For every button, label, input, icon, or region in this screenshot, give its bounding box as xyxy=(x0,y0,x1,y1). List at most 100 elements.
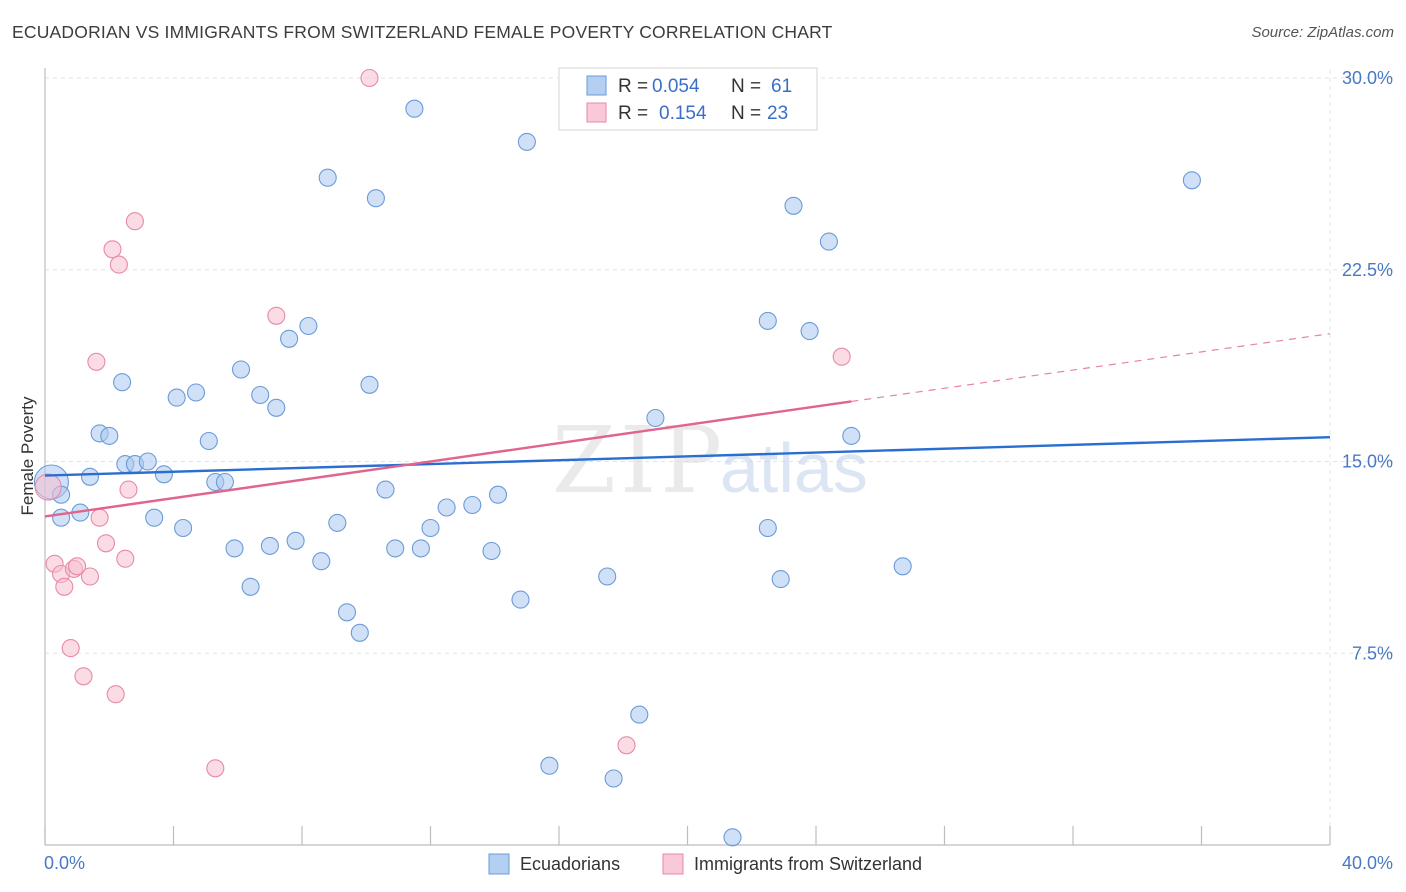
legend-n-label-1: N = xyxy=(731,103,761,124)
y-tick-label-0: 7.5% xyxy=(1352,643,1393,663)
ecuadorians-point xyxy=(819,232,838,251)
legend-r-label-0: R = xyxy=(618,76,648,97)
series-legend: Ecuadorians Immigrants from Switzerland xyxy=(488,853,922,875)
bottom-legend-swatch-ecuadorians xyxy=(488,853,510,875)
ecuadorians-point xyxy=(312,552,331,571)
source-label: Source: ZipAtlas.com xyxy=(1251,24,1394,41)
switzerland-point xyxy=(109,255,128,274)
ecuadorians-point xyxy=(280,329,299,348)
legend-n-label-0: N = xyxy=(731,76,761,97)
ecuadorians-point xyxy=(225,539,244,558)
ecuadorians-point xyxy=(463,495,482,515)
ecuadorians-point xyxy=(646,408,665,428)
ecuadorians-point xyxy=(318,168,337,187)
switzerland-point xyxy=(90,508,109,527)
ecuadorians-point xyxy=(260,536,279,555)
ecuadorians-point xyxy=(100,426,119,445)
switzerland-point xyxy=(206,759,225,778)
ecuadorians-point xyxy=(215,472,234,492)
bottom-legend-swatch-switzerland xyxy=(662,853,684,875)
ecuadorians-point xyxy=(411,539,430,558)
switzerland-point xyxy=(116,549,135,568)
y-tick-labels: 7.5% 15.0% 22.5% 30.0% xyxy=(1342,68,1393,663)
stats-legend: R = 0.054 N = 61 R = 0.154 N = 23 xyxy=(558,67,818,131)
legend-r-label-1: R = xyxy=(618,103,648,124)
ecuadorians-point xyxy=(52,508,71,527)
ecuadorians-point xyxy=(842,426,861,445)
ecuadorians-point xyxy=(376,480,395,499)
switzerland-point xyxy=(87,352,106,371)
switzerland-point xyxy=(80,567,100,586)
ecuadorians-point xyxy=(758,311,777,330)
watermark-atlas: atlas xyxy=(720,429,868,507)
switzerland-point xyxy=(267,306,286,325)
ecuadorians-point xyxy=(437,498,456,517)
switzerland-point xyxy=(125,212,144,231)
switzerland-point xyxy=(832,347,851,366)
y-tick-label-1: 15.0% xyxy=(1342,452,1393,472)
ecuadorians-point xyxy=(251,385,270,405)
ecuadorians-point xyxy=(186,383,206,402)
watermark: ZIP atlas xyxy=(552,407,868,514)
ecuadorians-point xyxy=(758,518,777,538)
ecuadorians-point xyxy=(167,388,186,407)
switzerland-point xyxy=(34,473,62,501)
legend-r-value-0: 0.054 xyxy=(652,76,700,97)
ecuadorians-point xyxy=(723,828,742,847)
ecuadorians-point xyxy=(386,539,405,558)
ecuadorians-point xyxy=(113,373,132,392)
chart-title: ECUADORIAN VS IMMIGRANTS FROM SWITZERLAN… xyxy=(12,22,833,42)
ecuadorians-point xyxy=(299,316,318,336)
switzerland-point xyxy=(68,557,87,576)
ecuadorians-point xyxy=(241,577,260,596)
ecuadorians-point xyxy=(893,557,912,576)
ecuadorians-point xyxy=(517,132,536,151)
ecuadorians-point xyxy=(199,431,218,451)
switzerland-point xyxy=(119,480,138,499)
trend-line-dashed-1 xyxy=(851,333,1331,403)
ecuadorians-point xyxy=(598,567,617,586)
ecuadorians-point xyxy=(267,398,286,417)
x-tick-label-min: 0.0% xyxy=(44,853,85,873)
ecuadorians-point xyxy=(350,623,369,642)
ecuadorians-point xyxy=(154,465,173,484)
switzerland-point xyxy=(103,240,122,259)
ecuadorians-point xyxy=(540,756,559,775)
series-ecuadorians-points xyxy=(33,99,1201,847)
ecuadorians-point xyxy=(405,99,424,118)
legend-n-value-0: 61 xyxy=(771,76,792,97)
switzerland-point xyxy=(617,736,636,755)
ecuadorians-point xyxy=(360,375,379,394)
ecuadorians-point xyxy=(337,603,357,622)
ecuadorians-point xyxy=(800,322,819,341)
switzerland-point xyxy=(55,577,74,596)
legend-swatch-switzerland xyxy=(586,102,607,123)
ecuadorians-point xyxy=(771,570,790,589)
switzerland-point xyxy=(360,68,379,88)
ecuadorians-point xyxy=(80,467,100,486)
switzerland-point xyxy=(74,667,93,686)
ecuadorians-point xyxy=(784,196,803,215)
legend-r-value-1: 0.154 xyxy=(659,103,707,124)
ecuadorians-point xyxy=(604,769,623,788)
ecuadorians-point xyxy=(138,452,157,471)
ecuadorians-point xyxy=(328,513,347,532)
switzerland-point xyxy=(96,534,116,553)
x-tick-labels: 0.0% 40.0% xyxy=(44,853,1393,873)
ecuadorians-point xyxy=(174,518,193,538)
legend-swatch-ecuadorians xyxy=(586,75,607,96)
ecuadorians-point xyxy=(421,518,440,538)
ecuadorians-point xyxy=(488,485,508,504)
trend-line-0 xyxy=(44,436,1331,477)
bottom-legend-label-ecuadorians: Ecuadorians xyxy=(520,854,620,874)
ecuadorians-point xyxy=(482,541,501,561)
ecuadorians-point xyxy=(286,531,305,550)
axes xyxy=(44,68,1331,846)
x-tick-label-max: 40.0% xyxy=(1342,853,1393,873)
switzerland-point xyxy=(61,639,80,658)
ecuadorians-point xyxy=(511,590,530,609)
switzerland-point xyxy=(106,685,125,704)
ecuadorians-point xyxy=(231,360,251,379)
trend-line-1 xyxy=(44,400,852,518)
